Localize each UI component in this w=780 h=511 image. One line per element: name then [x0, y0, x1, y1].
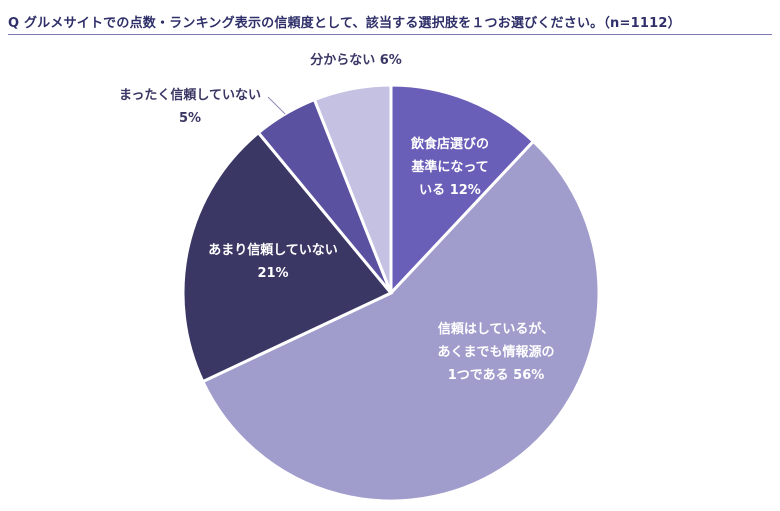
leader-line	[267, 96, 286, 115]
slice-label: 分からない 6%	[310, 52, 402, 68]
slice-label-line: 1つである 56%	[448, 368, 545, 383]
slice-label-line: 21%	[257, 266, 288, 281]
slice-label-line: 分からない 6%	[310, 52, 402, 68]
chart-title: Q グルメサイトでの点数・ランキング表示の信頼度として、該当する選択肢を１つお選…	[8, 16, 681, 31]
title-underline	[8, 34, 772, 35]
slice-label: 飲食店選びの基準になっている 12%	[410, 136, 489, 198]
pie-slice	[312, 83, 393, 294]
pie-slice	[200, 139, 601, 503]
slice-label-line: いる 12%	[419, 183, 481, 198]
slice-label-line: あくまでも情報源の	[437, 344, 554, 360]
slice-label: あまり信頼していない 21%	[208, 242, 338, 281]
pie-slice	[181, 130, 394, 384]
slice-label-line: 基準になって	[410, 159, 488, 175]
pie-slice	[389, 83, 536, 297]
slice-label-line: 信頼はしているが、	[438, 321, 554, 337]
slice-label-line: 飲食店選びの	[410, 136, 489, 152]
slice-label: まったく信頼していない 5%	[119, 87, 261, 126]
slice-label: 信頼はしているが、あくまでも情報源の 1つである 56%	[437, 321, 554, 383]
slice-label-line: 5%	[179, 111, 201, 126]
slice-label-line: まったく信頼していない	[119, 87, 261, 103]
slice-label-line: あまり信頼していない	[208, 242, 338, 258]
